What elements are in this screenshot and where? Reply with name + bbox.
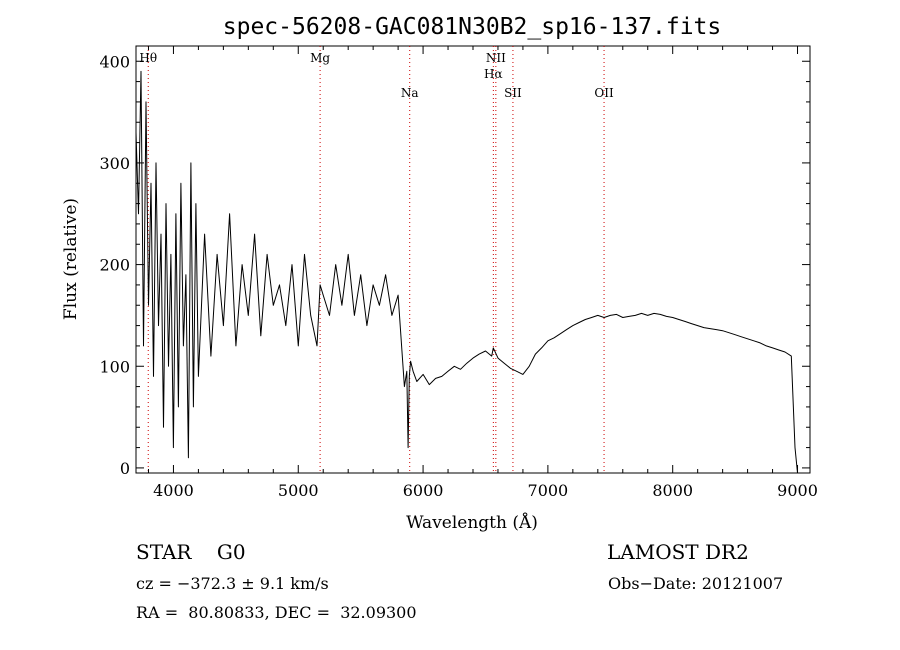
y-tick-label-3: 300 — [99, 154, 130, 173]
x-tick-label-1: 5000 — [278, 481, 319, 500]
y-tick-label-4: 400 — [99, 52, 130, 71]
marker-label-4: Hα — [484, 67, 503, 81]
x-tick-label-3: 7000 — [528, 481, 569, 500]
ra-dec-label: RA = 80.80833, DEC = 32.09300 — [136, 603, 417, 622]
x-tick-label-0: 4000 — [153, 481, 194, 500]
chart-title: spec-56208-GAC081N30B2_sp16-137.fits — [223, 14, 722, 40]
marker-label-6: OII — [594, 86, 614, 100]
marker-label-2: Na — [401, 86, 419, 100]
spectrum-line-0 — [135, 70, 798, 474]
x-tick-label-5: 9000 — [777, 481, 818, 500]
series-layer — [135, 70, 798, 474]
obs-date-label: Obs−Date: 20121007 — [608, 574, 784, 593]
x-axis-label: Wavelength (Å) — [406, 512, 538, 533]
star-classification: STAR G0 — [136, 540, 246, 564]
x-tick-label-2: 6000 — [403, 481, 444, 500]
plot-frame — [135, 45, 811, 474]
x-tick-label-4: 8000 — [652, 481, 693, 500]
marker-label-5: SII — [504, 86, 522, 100]
y-axis-label: Flux (relative) — [61, 198, 81, 320]
redshift-label: cz = −372.3 ± 9.1 km/s — [136, 574, 329, 593]
axis-ticks: 4000 5000 6000 7000 8000 9000 0 100 200 300 400 — [99, 46, 818, 500]
marker-label-1: Mg — [310, 51, 330, 65]
y-tick-label-1: 100 — [99, 357, 130, 376]
marker-label-3: NII — [486, 51, 506, 65]
y-tick-label-2: 200 — [99, 256, 130, 275]
marker-label-0: Hθ — [139, 51, 157, 65]
y-tick-label-0: 0 — [120, 459, 130, 478]
survey-label: LAMOST DR2 — [607, 540, 749, 564]
